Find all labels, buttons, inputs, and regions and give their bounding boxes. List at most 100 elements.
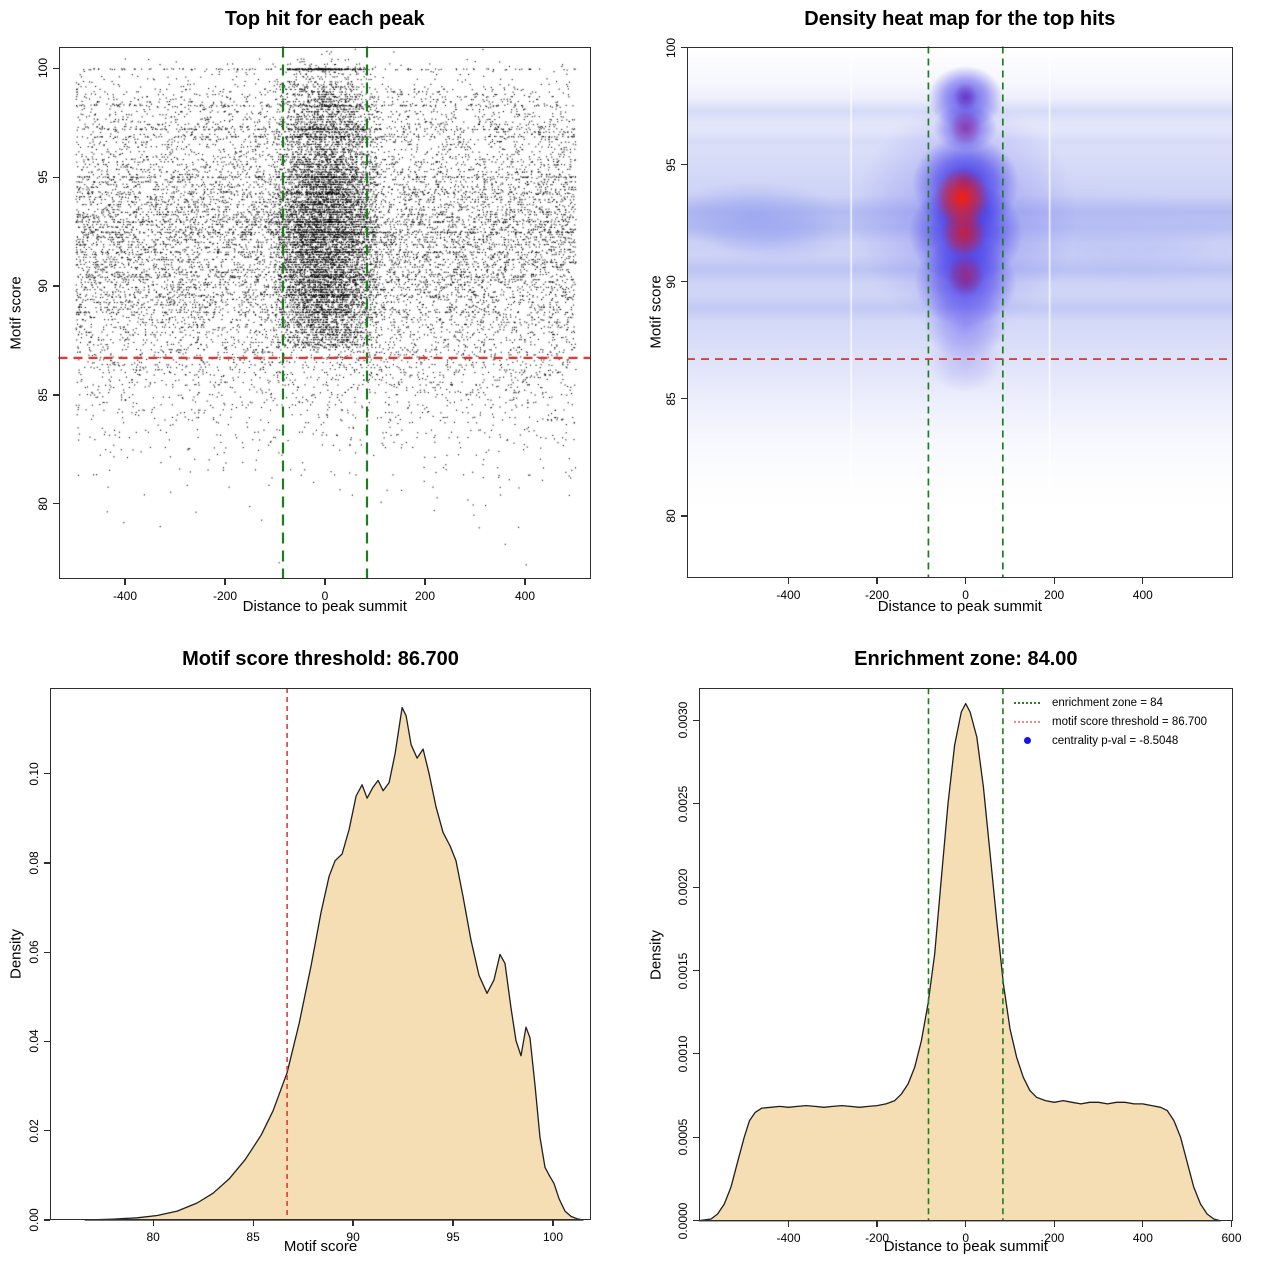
y-tick-label: 0.0000: [676, 1202, 690, 1240]
x-tick: [452, 1220, 454, 1226]
y-tick-label: 100: [35, 58, 50, 79]
y-tick-label: 0.0025: [676, 785, 690, 823]
x-tick: [787, 578, 790, 584]
x-tick: [352, 1220, 354, 1226]
y-tick: [681, 164, 687, 166]
x-axis-title: Motif score: [283, 1238, 358, 1255]
blue-point-icon: [1014, 737, 1040, 744]
plot-area: [50, 688, 591, 1220]
x-tick: [124, 579, 126, 585]
y-tick-label: 0.0005: [676, 1118, 690, 1156]
x-tick-label: 400: [1132, 588, 1153, 602]
heatmap-canvas: [687, 46, 1233, 579]
y-tick: [52, 503, 59, 505]
x-axis-title: Distance to peak summit: [877, 598, 1042, 615]
x-tick: [1142, 1220, 1144, 1227]
legend-label: centrality p-val = -8.5048: [1052, 734, 1179, 747]
x-axis-title: Distance to peak summit: [883, 1238, 1048, 1255]
x-tick-label: 200: [414, 589, 436, 603]
y-tick: [52, 176, 59, 178]
x-tick: [876, 578, 878, 584]
y-tick-label: 0.0030: [676, 701, 690, 739]
y-tick: [693, 1136, 699, 1138]
legend: enrichment zone = 84 motif score thresho…: [1014, 693, 1207, 750]
x-tick: [787, 1220, 790, 1227]
y-tick: [693, 969, 699, 972]
x-tick-label: 200: [1044, 588, 1065, 602]
x-tick-label: -200: [865, 588, 890, 602]
panel-title: Density heat map for the top hits: [804, 8, 1116, 30]
y-tick-label: 90: [35, 279, 50, 293]
y-tick-label: 0.08: [27, 851, 41, 875]
x-tick: [965, 1220, 967, 1227]
y-tick-label: 90: [664, 275, 678, 289]
y-tick: [52, 67, 59, 69]
y-axis-title: Motif score: [7, 276, 25, 350]
y-tick: [681, 281, 687, 283]
x-tick-label: 80: [146, 1230, 160, 1244]
y-tick: [681, 515, 687, 517]
x-tick: [424, 579, 426, 585]
y-axis-title: Density: [647, 929, 665, 980]
y-tick: [44, 1130, 50, 1132]
y-tick-label: 0.0010: [676, 1035, 690, 1073]
y-tick-label: 0.0020: [676, 868, 690, 906]
x-tick: [252, 1220, 254, 1226]
panel-title: Top hit for each peak: [224, 8, 425, 30]
y-tick-label: 0.02: [27, 1119, 41, 1143]
panel-density-heatmap: Density heat map for the top hits Distan…: [640, 0, 1280, 640]
x-tick: [1230, 1220, 1233, 1227]
y-tick-label: 80: [664, 509, 678, 523]
x-tick: [552, 1220, 554, 1226]
x-tick-label: 90: [346, 1230, 360, 1244]
y-tick: [681, 47, 687, 49]
y-tick: [693, 803, 699, 805]
x-tick-label: 400: [514, 589, 536, 603]
x-tick-label: 400: [1132, 1230, 1153, 1245]
area-overlay: [84, 688, 584, 1221]
legend-label: motif score threshold = 86.700: [1052, 715, 1208, 728]
y-tick-label: 95: [35, 170, 50, 184]
y-tick: [44, 951, 50, 953]
legend-label: enrichment zone = 84: [1052, 696, 1163, 709]
x-axis-title: Distance to peak summit: [242, 598, 407, 615]
green-dotted-line-icon: [1014, 701, 1040, 704]
x-tick-label: -200: [865, 1230, 890, 1245]
x-tick: [152, 1220, 154, 1226]
y-tick-label: 0.10: [27, 762, 41, 786]
legend-item-enrichment-zone: enrichment zone = 84: [1014, 693, 1207, 712]
x-tick-label: -400: [112, 589, 138, 603]
y-tick-label: 80: [35, 497, 50, 511]
x-tick-label: 0: [962, 588, 969, 602]
y-tick-label: 0.00: [27, 1208, 41, 1232]
y-tick: [52, 285, 59, 287]
y-tick: [681, 398, 687, 400]
x-tick: [965, 578, 967, 584]
x-tick: [1142, 578, 1144, 584]
x-tick-label: 95: [446, 1230, 460, 1244]
panel-title: Enrichment zone: 84.00: [854, 648, 1078, 670]
y-tick-label: 0.04: [27, 1029, 41, 1054]
y-tick-label: 85: [35, 388, 50, 402]
y-tick: [44, 773, 50, 775]
y-tick: [693, 719, 699, 721]
y-tick-label: 100: [664, 37, 678, 58]
x-tick-label: -200: [212, 589, 238, 603]
panel-scatter-top-hits: Top hit for each peak Distance to peak s…: [0, 0, 640, 640]
x-tick-label: 0: [321, 589, 329, 603]
y-tick: [693, 1053, 699, 1055]
y-tick: [693, 886, 699, 888]
plot-area: [699, 688, 1233, 1221]
y-axis-title: Motif score: [647, 275, 665, 349]
y-tick-label: 95: [664, 158, 678, 172]
x-tick-label: 0: [962, 1230, 970, 1245]
red-dotted-line-icon: [1014, 720, 1040, 723]
x-tick: [876, 1220, 878, 1227]
x-tick: [324, 579, 326, 585]
x-tick: [224, 579, 226, 585]
x-tick-label: 100: [542, 1230, 564, 1244]
x-tick-label: 85: [246, 1230, 260, 1244]
y-axis-title: Density: [7, 928, 25, 980]
x-tick: [1053, 578, 1055, 584]
x-tick-label: -400: [776, 588, 801, 602]
